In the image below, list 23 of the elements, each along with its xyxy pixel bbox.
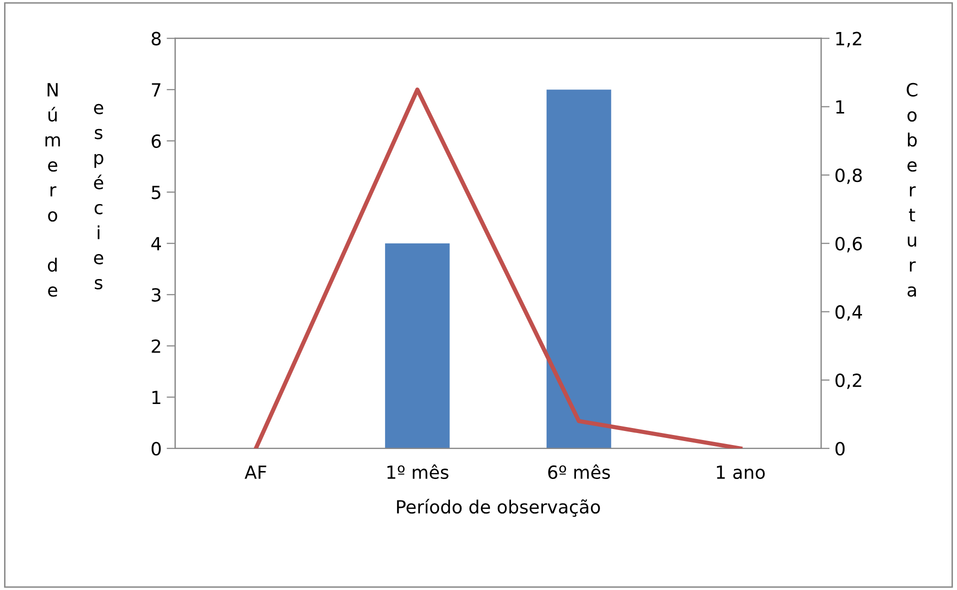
x-tick-label: 6º mês	[548, 464, 610, 480]
x-tick-label: AF	[244, 466, 266, 479]
y2-tick-label: 1	[836, 100, 844, 114]
y-tick-label: 3	[152, 288, 160, 302]
y-tick-label: 2	[152, 339, 160, 353]
y2-tick-label: 0,2	[835, 374, 862, 390]
y2-tick-label: 0,4	[835, 305, 862, 321]
y-tick-label: 6	[152, 134, 161, 148]
x-tick-label: 1º mês	[387, 464, 448, 480]
y-tick-label: 5	[152, 186, 160, 200]
text: Número de espécies	[45, 83, 104, 297]
y2-tick-label: 0,6	[835, 236, 862, 252]
y2-tick-label: 0,8	[835, 168, 862, 184]
y-tick-label: 1	[152, 390, 160, 404]
x-tick-label: 1 ano	[716, 466, 765, 480]
y-tick-label: 8	[152, 32, 161, 46]
y-tick-label: 7	[152, 83, 160, 96]
text: Cobertura	[906, 82, 918, 297]
y-tick-label: 0	[152, 442, 161, 456]
x-axis-title: Período de observação	[397, 498, 600, 517]
y2-tick-label: 1,2	[836, 32, 862, 48]
y2-tick-label: 0	[835, 442, 845, 456]
y-tick-label: 4	[151, 237, 161, 250]
